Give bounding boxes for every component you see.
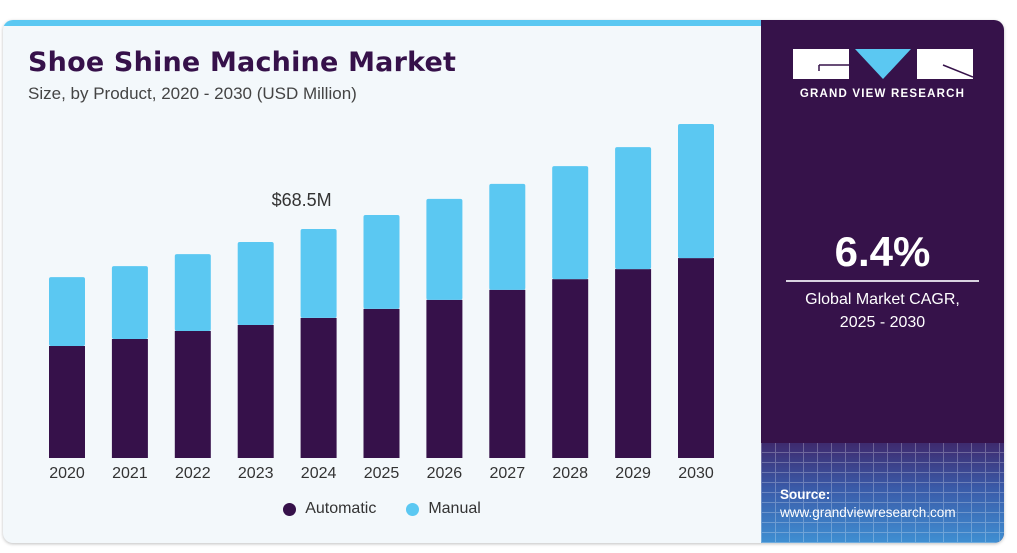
bar-manual-2027: [489, 183, 526, 290]
legend-label-automatic: Automatic: [305, 500, 377, 517]
source-panel: [761, 443, 1004, 543]
source: Source: www.grandviewresearch.com: [780, 486, 956, 522]
bar-manual-2025: [363, 214, 400, 309]
chart-subtitle: Size, by Product, 2020 - 2030 (USD Milli…: [28, 84, 357, 103]
source-url: www.grandviewresearch.com: [780, 505, 956, 520]
x-tick-label: 2021: [112, 465, 148, 482]
bar-manual-2020: [49, 277, 85, 347]
brand-name: GRAND VIEW RESEARCH: [799, 88, 966, 100]
bar-manual-2030: [678, 124, 714, 259]
bar-automatic-2023: [237, 324, 274, 458]
bar-automatic-2024: [300, 317, 337, 458]
bar-automatic-2021: [111, 338, 148, 458]
cagr-value: 6.4%: [834, 228, 931, 275]
accent-bar: [3, 20, 761, 26]
x-tick-label: 2029: [615, 465, 651, 482]
bar-manual-2024: [300, 229, 337, 318]
x-tick-label: 2027: [490, 465, 526, 482]
bar-automatic-2025: [363, 308, 400, 458]
x-tick-label: 2026: [427, 465, 463, 482]
bar-manual-2023: [237, 242, 274, 325]
legend-swatch-manual: [406, 502, 420, 516]
x-tick-label: 2020: [49, 465, 85, 482]
x-tick-label: 2025: [364, 465, 400, 482]
bar-manual-2028: [552, 166, 589, 280]
cagr-label-line1: Global Market CAGR,: [805, 291, 960, 308]
bar-manual-2022: [174, 254, 211, 331]
mesh-background: [761, 443, 1004, 543]
x-tick-label: 2022: [175, 465, 211, 482]
cagr-label: Global Market CAGR, 2025 - 2030: [761, 288, 1004, 334]
bar-automatic-2029: [615, 269, 652, 458]
chart-title: Shoe Shine Machine Market: [28, 47, 457, 78]
bar-automatic-2030: [678, 258, 714, 458]
stacked-bar-chart: 2020 2021 2022 2023 2024 $68.5M 2025 2026 2027 20…: [49, 124, 714, 482]
source-label: Source:: [780, 487, 831, 502]
bar-manual-2026: [426, 198, 463, 300]
legend: Automatic Manual: [3, 500, 761, 518]
x-tick-label: 2024: [301, 465, 337, 482]
legend-label-manual: Manual: [428, 500, 481, 517]
x-tick-label: 2023: [238, 465, 274, 482]
cagr-label-line2: 2025 - 2030: [839, 314, 926, 331]
legend-item-automatic: Automatic: [283, 500, 376, 518]
bar-automatic-2022: [174, 330, 211, 458]
info-panel: GRAND VIEW RESEARCH 6.4% Global Market C…: [761, 20, 1004, 543]
chart-panel: Shoe Shine Machine Market Size, by Produ…: [3, 20, 761, 543]
bar-manual-2029: [615, 147, 652, 270]
bar-automatic-2020: [49, 346, 85, 458]
chart-card: Shoe Shine Machine Market Size, by Produ…: [3, 20, 1004, 543]
x-tick-label: 2030: [678, 465, 714, 482]
grand-view-research-logo-icon: [793, 49, 973, 79]
data-label-2024: $68.5M: [272, 190, 332, 210]
bar-automatic-2026: [426, 299, 463, 458]
bar-manual-2021: [111, 266, 148, 339]
bar-automatic-2028: [552, 279, 589, 458]
cagr-divider: [786, 280, 979, 282]
bar-automatic-2027: [489, 289, 526, 458]
x-tick-label: 2028: [552, 465, 588, 482]
legend-item-manual: Manual: [406, 500, 481, 518]
legend-swatch-automatic: [283, 502, 297, 516]
